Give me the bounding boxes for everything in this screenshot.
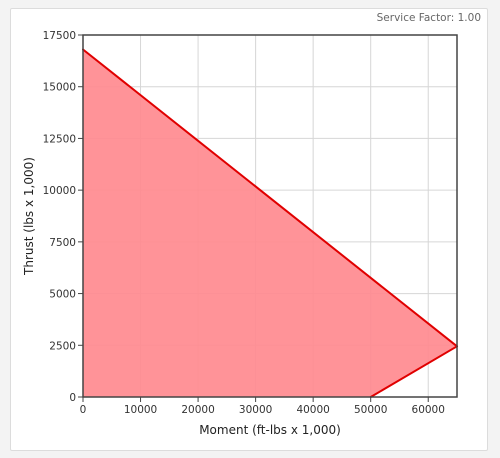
y-tick-label-5: 12500 bbox=[43, 133, 76, 145]
y-tick-label-2: 5000 bbox=[49, 289, 76, 301]
x-tick-label-1: 10000 bbox=[124, 404, 157, 416]
boundary-line-0 bbox=[82, 48, 458, 348]
x-tick-label-2: 20000 bbox=[181, 404, 214, 416]
x-axis-title: Moment (ft-lbs x 1,000) bbox=[199, 423, 341, 437]
y-tick-label-6: 15000 bbox=[43, 82, 76, 94]
y-tick-label-7: 17500 bbox=[43, 30, 76, 42]
plot-area bbox=[82, 48, 458, 398]
y-tick-label-3: 7500 bbox=[49, 237, 76, 249]
capacity-area bbox=[83, 49, 457, 397]
y-axis-title: Thrust (lbs x 1,000) bbox=[22, 157, 36, 276]
y-tick-label-4: 10000 bbox=[43, 185, 76, 197]
boundary-line-1 bbox=[369, 345, 458, 398]
y-axis-ticks: 0 2500 5000 7500 10000 12500 15000 17500 bbox=[43, 30, 83, 404]
x-tick-label-5: 50000 bbox=[354, 404, 387, 416]
y-tick-label-1: 2500 bbox=[49, 340, 76, 352]
y-tick-label-0: 0 bbox=[69, 392, 76, 404]
x-tick-label-6: 60000 bbox=[412, 404, 445, 416]
x-tick-label-3: 30000 bbox=[239, 404, 272, 416]
x-tick-label-4: 40000 bbox=[296, 404, 329, 416]
plot-frame bbox=[82, 34, 458, 398]
x-axis-ticks: 0 10000 20000 30000 40000 50000 60000 bbox=[80, 397, 445, 416]
x-tick-label-0: 0 bbox=[80, 404, 87, 416]
plot-border bbox=[82, 34, 458, 398]
service-factor-label: Service Factor: 1.00 bbox=[376, 12, 481, 24]
